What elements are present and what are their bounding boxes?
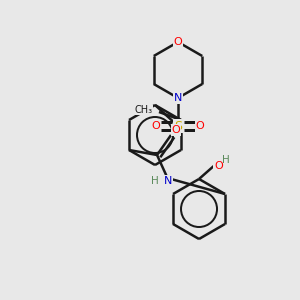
Text: N: N	[164, 176, 172, 186]
Text: O: O	[172, 125, 180, 135]
Text: CH₃: CH₃	[135, 105, 153, 115]
Text: H: H	[151, 176, 159, 186]
Text: S: S	[174, 119, 182, 133]
Text: H: H	[222, 155, 230, 165]
Text: O: O	[196, 121, 204, 131]
Text: O: O	[214, 161, 223, 171]
Text: O: O	[152, 121, 160, 131]
Text: N: N	[174, 93, 182, 103]
Text: O: O	[174, 37, 182, 47]
